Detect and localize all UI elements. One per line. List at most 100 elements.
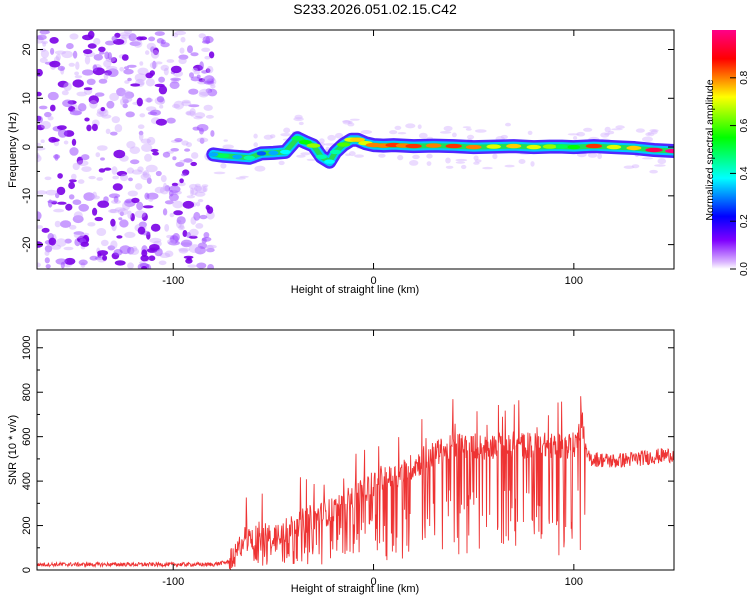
noise-blob [129,41,141,47]
noise-blob [657,158,667,165]
noise-blob [149,61,158,69]
noise-blob [492,153,498,160]
noise-blob [149,237,162,244]
noise-blob [86,78,96,86]
noise-blob [206,65,214,74]
noise-blob [103,72,109,80]
noise-blob [37,211,42,221]
noise-blob [117,208,129,216]
noise-blob [200,249,206,253]
track-hotspot [567,144,581,150]
noise-blob [158,260,167,266]
noise-blob [127,262,134,269]
noise-blob [72,162,80,171]
noise-blob [175,162,185,167]
noise-blob [73,231,85,239]
noise-blob [88,95,100,105]
x-tick-label: -100 [162,275,184,287]
noise-blob [100,157,105,161]
noise-blob [44,250,50,256]
noise-blob [133,39,143,48]
noise-blob [179,159,186,165]
noise-blob [61,90,69,96]
noise-blob [203,80,215,85]
noise-blob [162,151,171,158]
noise-blob [80,241,89,247]
noise-blob [145,72,154,79]
noise-blob [138,132,144,141]
noise-blob [76,156,84,165]
noise-blob [88,175,96,180]
noise-blob [113,195,119,203]
noise-blob [306,158,316,161]
colorbar-ticks: 0.0 0.2 0.4 0.6 0.8 [730,70,750,276]
noise-blob [106,100,115,109]
noise-blob [194,183,201,188]
y-tick-label: -20 [21,237,33,253]
noise-blob [187,264,197,268]
noise-blob [68,181,75,190]
noise-blob [182,230,188,237]
noise-blob [82,69,94,76]
noise-blob [482,166,493,170]
noise-blob [146,136,156,146]
track-hotspot [232,154,243,159]
noise-blob [116,87,126,97]
noise-blob [37,68,43,77]
track-hotspot [526,144,541,150]
noise-blob [194,191,206,197]
noise-blob [169,212,175,218]
noise-blob [63,246,74,251]
noise-blob [73,231,85,235]
noise-blob [170,65,182,74]
noise-blob [38,105,48,110]
noise-blob [179,47,185,54]
noise-blob [57,173,63,179]
noise-blob [116,235,123,239]
noise-blob [148,255,156,261]
noise-blob [91,123,98,132]
noise-blob [92,64,98,72]
noise-blob [103,167,112,171]
noise-blob [187,45,193,54]
noise-blob [445,165,454,169]
noise-blob [139,61,144,66]
noise-blob [144,97,154,103]
noise-blob [71,173,77,180]
noise-blob [110,218,116,227]
noise-blob [642,136,653,143]
noise-blob [37,190,47,195]
noise-blob [177,181,186,187]
noise-blob [645,132,655,137]
noise-blob [473,161,480,165]
noise-blob [426,161,432,167]
noise-blob [587,152,598,158]
noise-blob [40,121,51,130]
noise-blob [149,244,160,251]
noise-blob [84,55,91,65]
noise-blob [394,125,402,130]
noise-blob [141,249,148,257]
noise-blob [77,179,85,184]
noise-blob [188,104,200,108]
noise-blob [120,174,129,182]
noise-blob [124,231,136,238]
noise-blob [54,220,61,228]
noise-blob [188,244,201,254]
noise-blob [124,80,130,84]
noise-blob [504,164,515,168]
noise-blob [105,40,115,46]
noise-blob [50,104,56,112]
noise-blob [171,182,179,187]
noise-blob [207,88,218,97]
noise-blob [63,82,72,91]
noise-blob [635,128,645,133]
noise-blob [186,232,191,238]
noise-blob [129,247,140,255]
noise-blob [42,41,47,47]
noise-blob [57,80,69,88]
x-tick-label: 100 [565,576,583,588]
noise-blob [130,159,140,165]
noise-blob [101,114,112,119]
y-tick-label: 20 [21,43,33,55]
